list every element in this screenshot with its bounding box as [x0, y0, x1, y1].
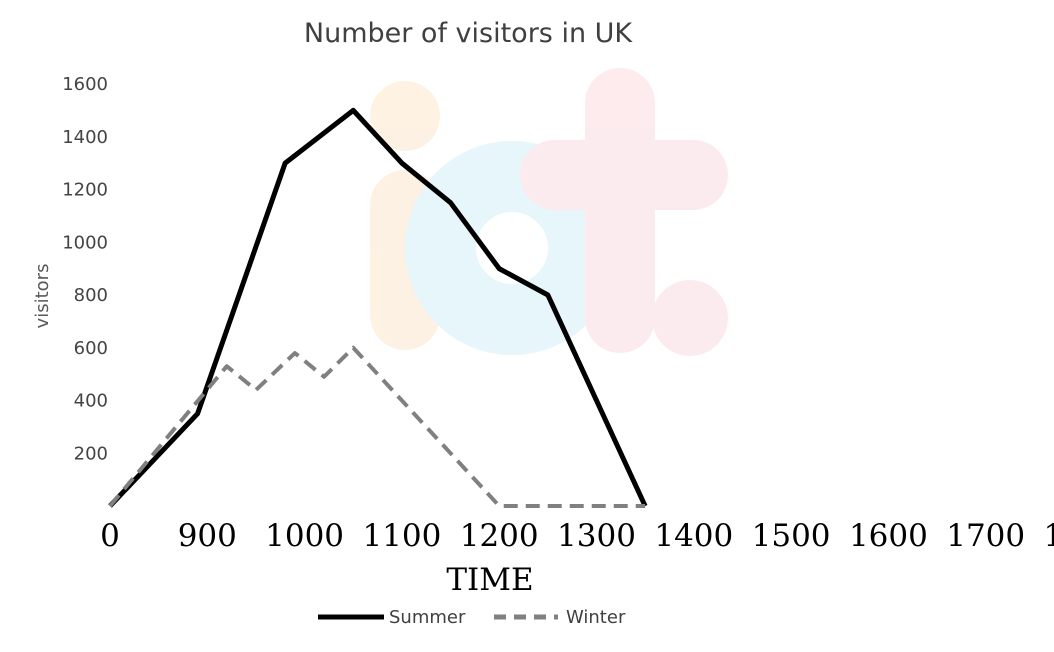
legend-label-winter: Winter [566, 607, 626, 628]
y-tick-label: 1400 [62, 127, 108, 148]
x-tick-label: 1300 [557, 518, 636, 554]
y-tick-label: 400 [74, 391, 108, 412]
x-tick-label: 1700 [946, 518, 1025, 554]
y-axis-ticks: 200 400 600 800 1000 1200 1400 1600 [62, 74, 108, 464]
y-tick-label: 1000 [62, 232, 108, 253]
y-tick-label: 1600 [62, 74, 108, 95]
x-axis-label: TIME [446, 562, 533, 598]
series-lines [108, 107, 648, 508]
y-tick-label: 600 [74, 338, 108, 359]
x-tick-label: 900 [178, 518, 237, 554]
series-line-summer [108, 107, 648, 508]
y-tick-label: 200 [74, 443, 108, 464]
y-tick-label: 1200 [62, 180, 108, 201]
x-tick-label: 1500 [752, 518, 831, 554]
x-tick-label: 1600 [849, 518, 928, 554]
legend-label-summer: Summer [389, 607, 466, 628]
legend: Summer Winter [318, 607, 626, 628]
x-tick-label: 1800 [1044, 518, 1054, 554]
watermark-logo [370, 68, 728, 356]
y-axis-label: visitors [32, 264, 53, 329]
series-line-winter [108, 345, 646, 508]
x-tick-label: 1000 [265, 518, 344, 554]
chart-title: Number of visitors in UK [304, 18, 634, 49]
x-tick-label: 1100 [362, 518, 441, 554]
x-tick-label: 1400 [654, 518, 733, 554]
y-tick-label: 800 [74, 285, 108, 306]
x-axis-ticks: 0 900 1000 1100 1200 1300 1400 1500 1600 1700 1800 [100, 518, 1054, 554]
x-tick-label: 0 [100, 518, 120, 554]
x-tick-label: 1200 [460, 518, 539, 554]
